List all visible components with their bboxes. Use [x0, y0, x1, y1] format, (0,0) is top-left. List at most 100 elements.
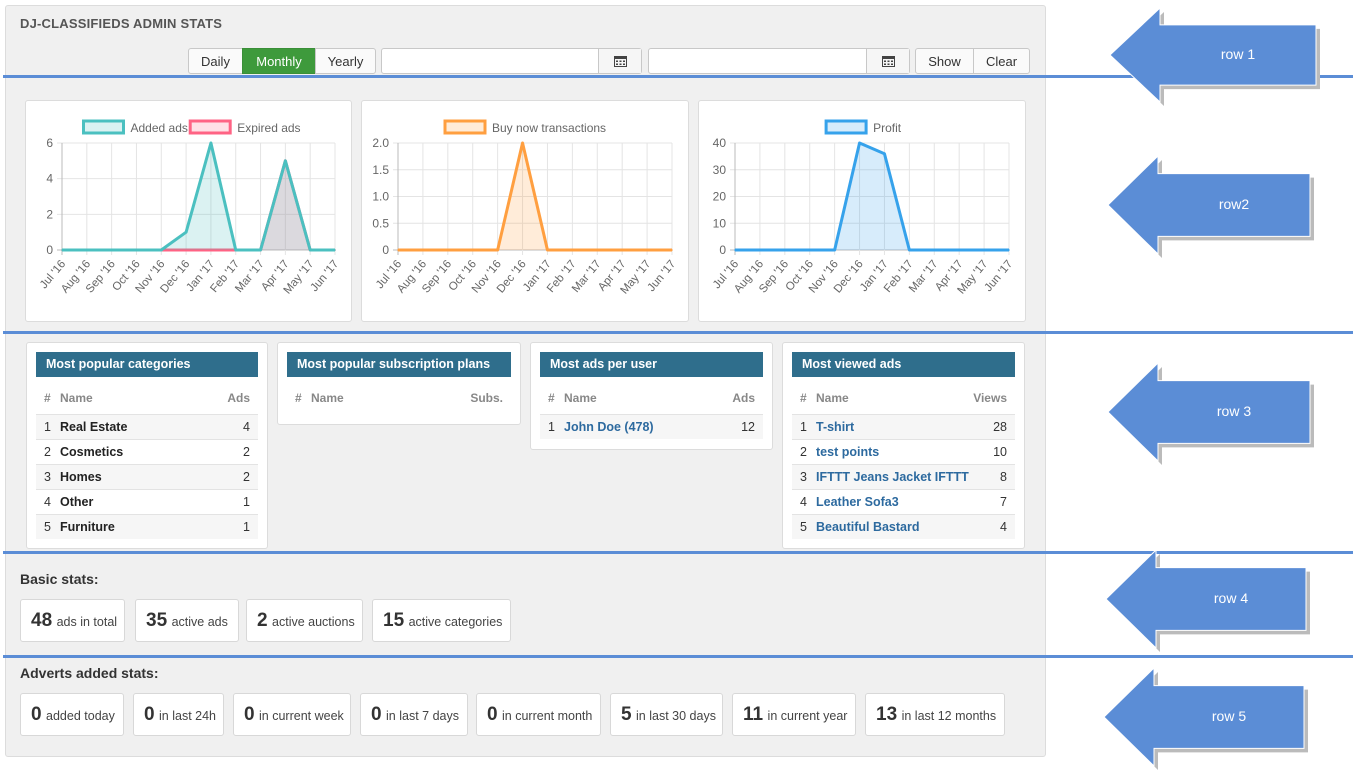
stat-box: 0 in current month — [476, 693, 601, 736]
data-point — [983, 249, 985, 251]
series-area — [62, 160, 335, 250]
row-num: 1 — [548, 420, 555, 434]
row-link[interactable]: John Doe (478) — [564, 420, 654, 434]
row-value: 2 — [243, 445, 250, 459]
clear-button[interactable]: Clear — [973, 48, 1030, 74]
data-point — [496, 249, 499, 251]
data-point — [646, 249, 648, 251]
row-link[interactable]: test points — [816, 445, 880, 459]
row-divider — [3, 75, 1353, 78]
stat-box: 0 in current week — [233, 693, 351, 736]
stat-number: 2 — [257, 610, 268, 631]
series-line — [62, 141, 335, 252]
y-tick-label: 0 — [382, 243, 389, 257]
row-link[interactable]: Leather Sofa3 — [816, 495, 899, 509]
stat-box: 11 in current year — [732, 693, 856, 736]
y-tick-label: 2 — [46, 207, 53, 221]
stat-box: 15 active categories — [372, 599, 511, 642]
data-point — [210, 142, 212, 144]
arrow-label: row 3 — [1216, 403, 1252, 419]
popular-plans-table: Most popular subscription plans # Name S… — [277, 342, 521, 425]
most-ads-per-user-table: Most ads per user # Name Ads 1 John Doe (… — [530, 342, 773, 450]
date-to-field[interactable] — [648, 48, 910, 74]
buy-now-chart-card: Buy now transactions 0 0.5 1.0 1.5 2.0 Jul '16… — [361, 100, 689, 322]
stat-label: active categories — [408, 615, 503, 629]
legend-swatch — [82, 119, 125, 135]
ads-chart-card: Added ads Expired ads 0 2 4 6 Jul '16 Aug '16 Se… — [25, 100, 352, 322]
row-num: 3 — [800, 470, 807, 484]
table-columns: # Name Ads — [36, 391, 258, 411]
col-name: Name — [564, 391, 597, 405]
y-tick-label: 1.5 — [372, 163, 389, 177]
legend-swatch — [824, 119, 868, 135]
data-point — [958, 249, 960, 251]
table-row: 2 Cosmetics 2 — [36, 439, 258, 464]
data-point — [110, 249, 113, 251]
table-title: Most ads per user — [540, 352, 763, 377]
y-tick-label: 20 — [713, 190, 727, 204]
row-divider — [3, 655, 1353, 658]
stat-label: in last 7 days — [386, 709, 459, 723]
data-point — [210, 249, 212, 251]
y-tick-label: 1.0 — [372, 190, 389, 204]
data-point — [86, 249, 88, 251]
monthly-button[interactable]: Monthly — [242, 48, 316, 74]
row-link[interactable]: T-shirt — [816, 420, 855, 434]
data-point — [808, 249, 811, 251]
arrow-icon — [1110, 8, 1320, 106]
daily-button[interactable]: Daily — [188, 48, 243, 74]
table-row: 3 Homes 2 — [36, 464, 258, 489]
row-name: Other — [60, 495, 94, 509]
stat-box: 2 active auctions — [246, 599, 363, 642]
calendar-icon[interactable] — [866, 49, 909, 73]
col-val: Ads — [732, 391, 755, 405]
row-name: Cosmetics — [60, 445, 124, 459]
stat-box: 0 added today — [20, 693, 124, 736]
col-num: # — [548, 391, 555, 405]
table-row: 2 test points 10 — [792, 439, 1015, 464]
y-tick-label: 30 — [713, 163, 727, 177]
table-row: 4 Leather Sofa3 7 — [792, 489, 1015, 514]
y-tick-label: 0 — [719, 243, 726, 257]
row-link[interactable]: Beautiful Bastard — [816, 520, 920, 534]
data-point — [621, 249, 623, 251]
data-point — [259, 249, 262, 251]
row-num: 2 — [44, 445, 51, 459]
stat-number: 15 — [383, 610, 405, 631]
show-button[interactable]: Show — [915, 48, 974, 74]
table-row: 3 IFTTT Jeans Jacket IFTTT 8 — [792, 464, 1015, 489]
data-point — [397, 249, 399, 251]
data-point — [185, 231, 187, 233]
row-name: Furniture — [60, 520, 115, 534]
date-from-field[interactable] — [381, 48, 642, 74]
data-point — [234, 249, 237, 251]
col-name: Name — [60, 391, 93, 405]
col-val: Subs. — [470, 391, 503, 405]
stat-number: 5 — [621, 704, 632, 725]
data-point — [160, 249, 163, 251]
col-val: Ads — [227, 391, 250, 405]
data-point — [571, 249, 574, 251]
row-name: Real Estate — [60, 420, 128, 434]
table-columns: # Name Views — [792, 391, 1015, 411]
row-num: 1 — [800, 420, 807, 434]
y-tick-label: 6 — [46, 136, 53, 150]
adverts-stats-title: Adverts added stats: — [20, 665, 159, 681]
arrow-label: row 5 — [1211, 708, 1247, 724]
row-num: 4 — [800, 495, 807, 509]
row-num: 5 — [800, 520, 807, 534]
stat-box: 13 in last 12 months — [865, 693, 1005, 736]
table-columns: # Name Ads — [540, 391, 763, 411]
arrow-icon — [1108, 156, 1314, 258]
data-point — [883, 152, 886, 155]
col-num: # — [295, 391, 302, 405]
y-tick-label: 0.5 — [372, 216, 389, 230]
row-value: 4 — [1000, 520, 1007, 534]
yearly-button[interactable]: Yearly — [315, 48, 376, 74]
arrow-icon — [1108, 363, 1314, 465]
stat-label: in current week — [259, 709, 344, 723]
row-link[interactable]: IFTTT Jeans Jacket IFTTT — [816, 470, 969, 484]
calendar-icon[interactable] — [598, 49, 641, 73]
data-point — [185, 249, 187, 251]
